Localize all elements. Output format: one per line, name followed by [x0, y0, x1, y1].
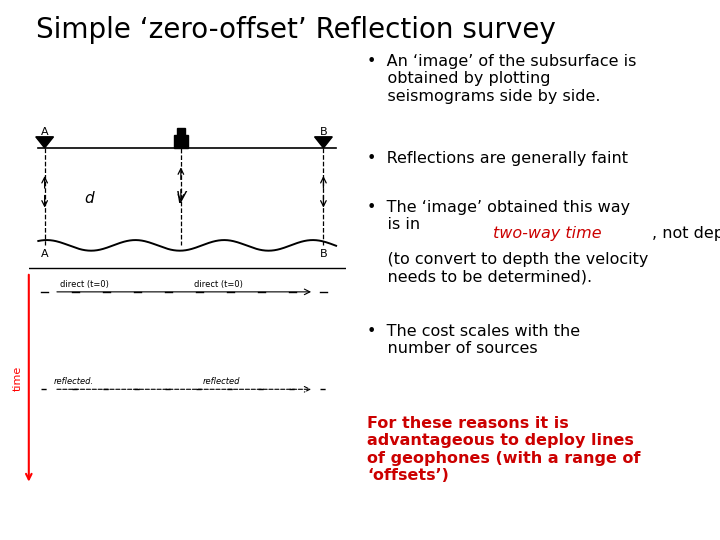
Text: •  An ‘image’ of the subsurface is
    obtained by plotting
    seismograms side: • An ‘image’ of the subsurface is obtain… [367, 54, 636, 104]
Polygon shape [36, 137, 53, 148]
Polygon shape [315, 137, 333, 148]
Text: two-way time: two-way time [493, 226, 602, 241]
Text: •  The ‘image’ obtained this way
    is in: • The ‘image’ obtained this way is in [367, 200, 630, 232]
Text: •  Reflections are generally faint: • Reflections are generally faint [367, 151, 628, 166]
Bar [177, 128, 184, 134]
Text: reflected: reflected [203, 377, 240, 386]
Text: time: time [13, 366, 23, 391]
Text: direct (t=0): direct (t=0) [60, 280, 109, 288]
Text: V: V [176, 191, 186, 206]
Text: B: B [320, 248, 327, 259]
Text: For these reasons it is
advantageous to deploy lines
of geophones (with a range : For these reasons it is advantageous to … [367, 416, 641, 483]
Text: d: d [84, 191, 94, 206]
Text: Simple ‘zero-offset’ Reflection survey: Simple ‘zero-offset’ Reflection survey [36, 16, 556, 44]
Text: A: A [41, 248, 48, 259]
Text: A: A [41, 127, 48, 137]
Text: (to convert to depth the velocity
    needs to be determined).: (to convert to depth the velocity needs … [367, 252, 649, 284]
Bar [174, 134, 188, 148]
Text: reflected.: reflected. [54, 377, 94, 386]
Text: direct (t=0): direct (t=0) [194, 280, 243, 288]
Text: B: B [320, 127, 327, 137]
Text: •  The cost scales with the
    number of sources: • The cost scales with the number of sou… [367, 324, 580, 356]
Text: , not depth.: , not depth. [652, 226, 720, 241]
